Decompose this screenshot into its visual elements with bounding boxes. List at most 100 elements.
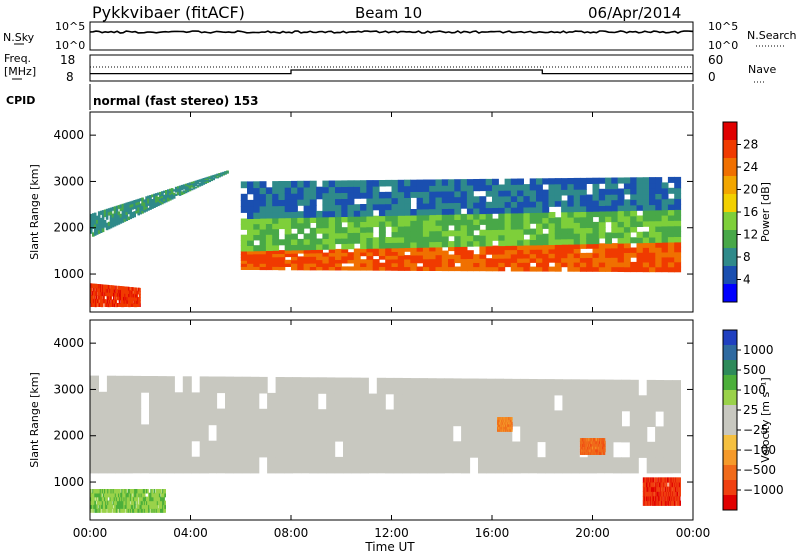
power-cell-3 — [347, 232, 355, 239]
power-cell-0 — [91, 283, 93, 288]
velocity-cell-0 — [90, 489, 92, 494]
power-cell-0 — [128, 299, 130, 304]
power-cell-4 — [316, 192, 323, 200]
power-cell-1 — [186, 188, 190, 191]
velocity-cell-4 — [664, 495, 666, 502]
power-cell-0 — [125, 296, 128, 301]
velocity-cell-0 — [113, 492, 116, 498]
power-cell-2 — [416, 258, 424, 264]
power-cell-4 — [454, 208, 462, 215]
velocity-cell-1 — [486, 457, 496, 474]
power-cell-3 — [630, 237, 638, 244]
power-cell-1 — [137, 198, 140, 203]
power-cell-0 — [127, 290, 129, 294]
power-cell-2 — [322, 262, 330, 267]
power-cell-1 — [153, 205, 156, 208]
power-cell-3 — [498, 213, 506, 220]
power-cell-2 — [247, 266, 254, 270]
power-cell-0 — [107, 288, 110, 293]
power-cell-0 — [124, 303, 126, 307]
power-cell-4 — [247, 181, 254, 189]
velocity-cell-1 — [520, 457, 530, 474]
velocity-cell-1 — [537, 425, 546, 443]
velocity-cell-0 — [140, 496, 143, 502]
velocity-cell-0 — [155, 500, 158, 506]
power-cell-0 — [117, 289, 119, 294]
velocity-cell-1 — [284, 393, 293, 410]
power-cell-3 — [454, 230, 462, 237]
velocity-cell-0 — [147, 504, 149, 509]
power-cell-4 — [611, 205, 619, 212]
power-cell-4 — [655, 188, 663, 194]
power-cell-2 — [466, 250, 474, 255]
power-cell-2 — [561, 253, 568, 259]
velocity-cell-1 — [343, 377, 352, 394]
power-cell-1 — [165, 197, 168, 201]
power-cell-4 — [504, 184, 512, 191]
power-cell-4 — [523, 184, 531, 191]
power-cell-4 — [410, 191, 418, 198]
velocity-cell-1 — [629, 457, 639, 474]
power-cell-0 — [102, 288, 104, 293]
power-cell-2 — [360, 252, 367, 257]
power-cell-2 — [240, 257, 248, 261]
power-cell-2 — [448, 254, 455, 260]
power-cell-0 — [102, 291, 104, 297]
power-cell-3 — [573, 238, 581, 245]
power-cell-1 — [167, 189, 170, 192]
velocity-cell-1 — [469, 425, 479, 442]
velocity-cell-0 — [119, 500, 121, 506]
power-cell-3 — [422, 225, 430, 232]
power-cell-3 — [630, 215, 638, 222]
power-cell-0 — [93, 291, 95, 296]
power-cell-1 — [214, 175, 217, 177]
power-cell-0 — [119, 286, 121, 290]
power-cell-2 — [667, 256, 675, 263]
power-cell-1 — [182, 190, 186, 193]
power-cell-1 — [180, 192, 184, 195]
velocity-cell-1 — [528, 425, 538, 443]
power-cell-3 — [309, 217, 317, 223]
power-cell-3 — [316, 238, 323, 245]
power-cell-2 — [573, 262, 581, 268]
velocity-cell-4 — [673, 495, 675, 502]
velocity-cell-1 — [393, 393, 403, 411]
velocity-cell-1 — [284, 440, 293, 458]
power-colorbar-swatch — [723, 230, 737, 249]
power-cell-4 — [322, 180, 330, 188]
power-cell-4 — [435, 196, 443, 204]
power-cell-3 — [454, 224, 462, 231]
power-cell-0 — [91, 302, 93, 307]
power-cell-1 — [196, 185, 200, 188]
power-cell-2 — [360, 259, 367, 264]
velocity-cell-1 — [579, 457, 589, 474]
velocity-colorbar-swatch — [723, 405, 737, 421]
power-cell-2 — [391, 262, 399, 267]
power-cell-4 — [435, 208, 443, 215]
power-cell-1 — [125, 205, 129, 210]
power-cell-1 — [220, 172, 223, 174]
velocity-cell-1 — [520, 441, 530, 458]
velocity-colorbar-label: Velocity [m s⁻¹] — [759, 377, 772, 462]
power-cell-1 — [127, 201, 131, 206]
power-cell-1 — [176, 191, 180, 194]
power-cell-4 — [642, 188, 650, 195]
velocity-cell-1 — [528, 394, 538, 411]
power-cell-0 — [130, 300, 133, 304]
power-cell-1 — [131, 214, 135, 219]
power-cell-0 — [135, 297, 138, 301]
power-cell-4 — [460, 184, 468, 192]
power-cell-2 — [567, 257, 575, 263]
velocity-cell-4 — [663, 477, 665, 483]
power-cell-4 — [347, 198, 355, 205]
power-cell-3 — [554, 217, 562, 224]
velocity-cell-0 — [157, 496, 160, 502]
power-cell-2 — [674, 251, 682, 258]
power-cell-3 — [473, 224, 481, 231]
power-cell-3 — [661, 220, 669, 227]
velocity-cell-0 — [121, 504, 123, 509]
power-cell-1 — [182, 184, 186, 187]
power-cell-4 — [247, 212, 254, 219]
velocity-cell-1 — [343, 456, 352, 474]
power-cell-2 — [617, 266, 625, 272]
